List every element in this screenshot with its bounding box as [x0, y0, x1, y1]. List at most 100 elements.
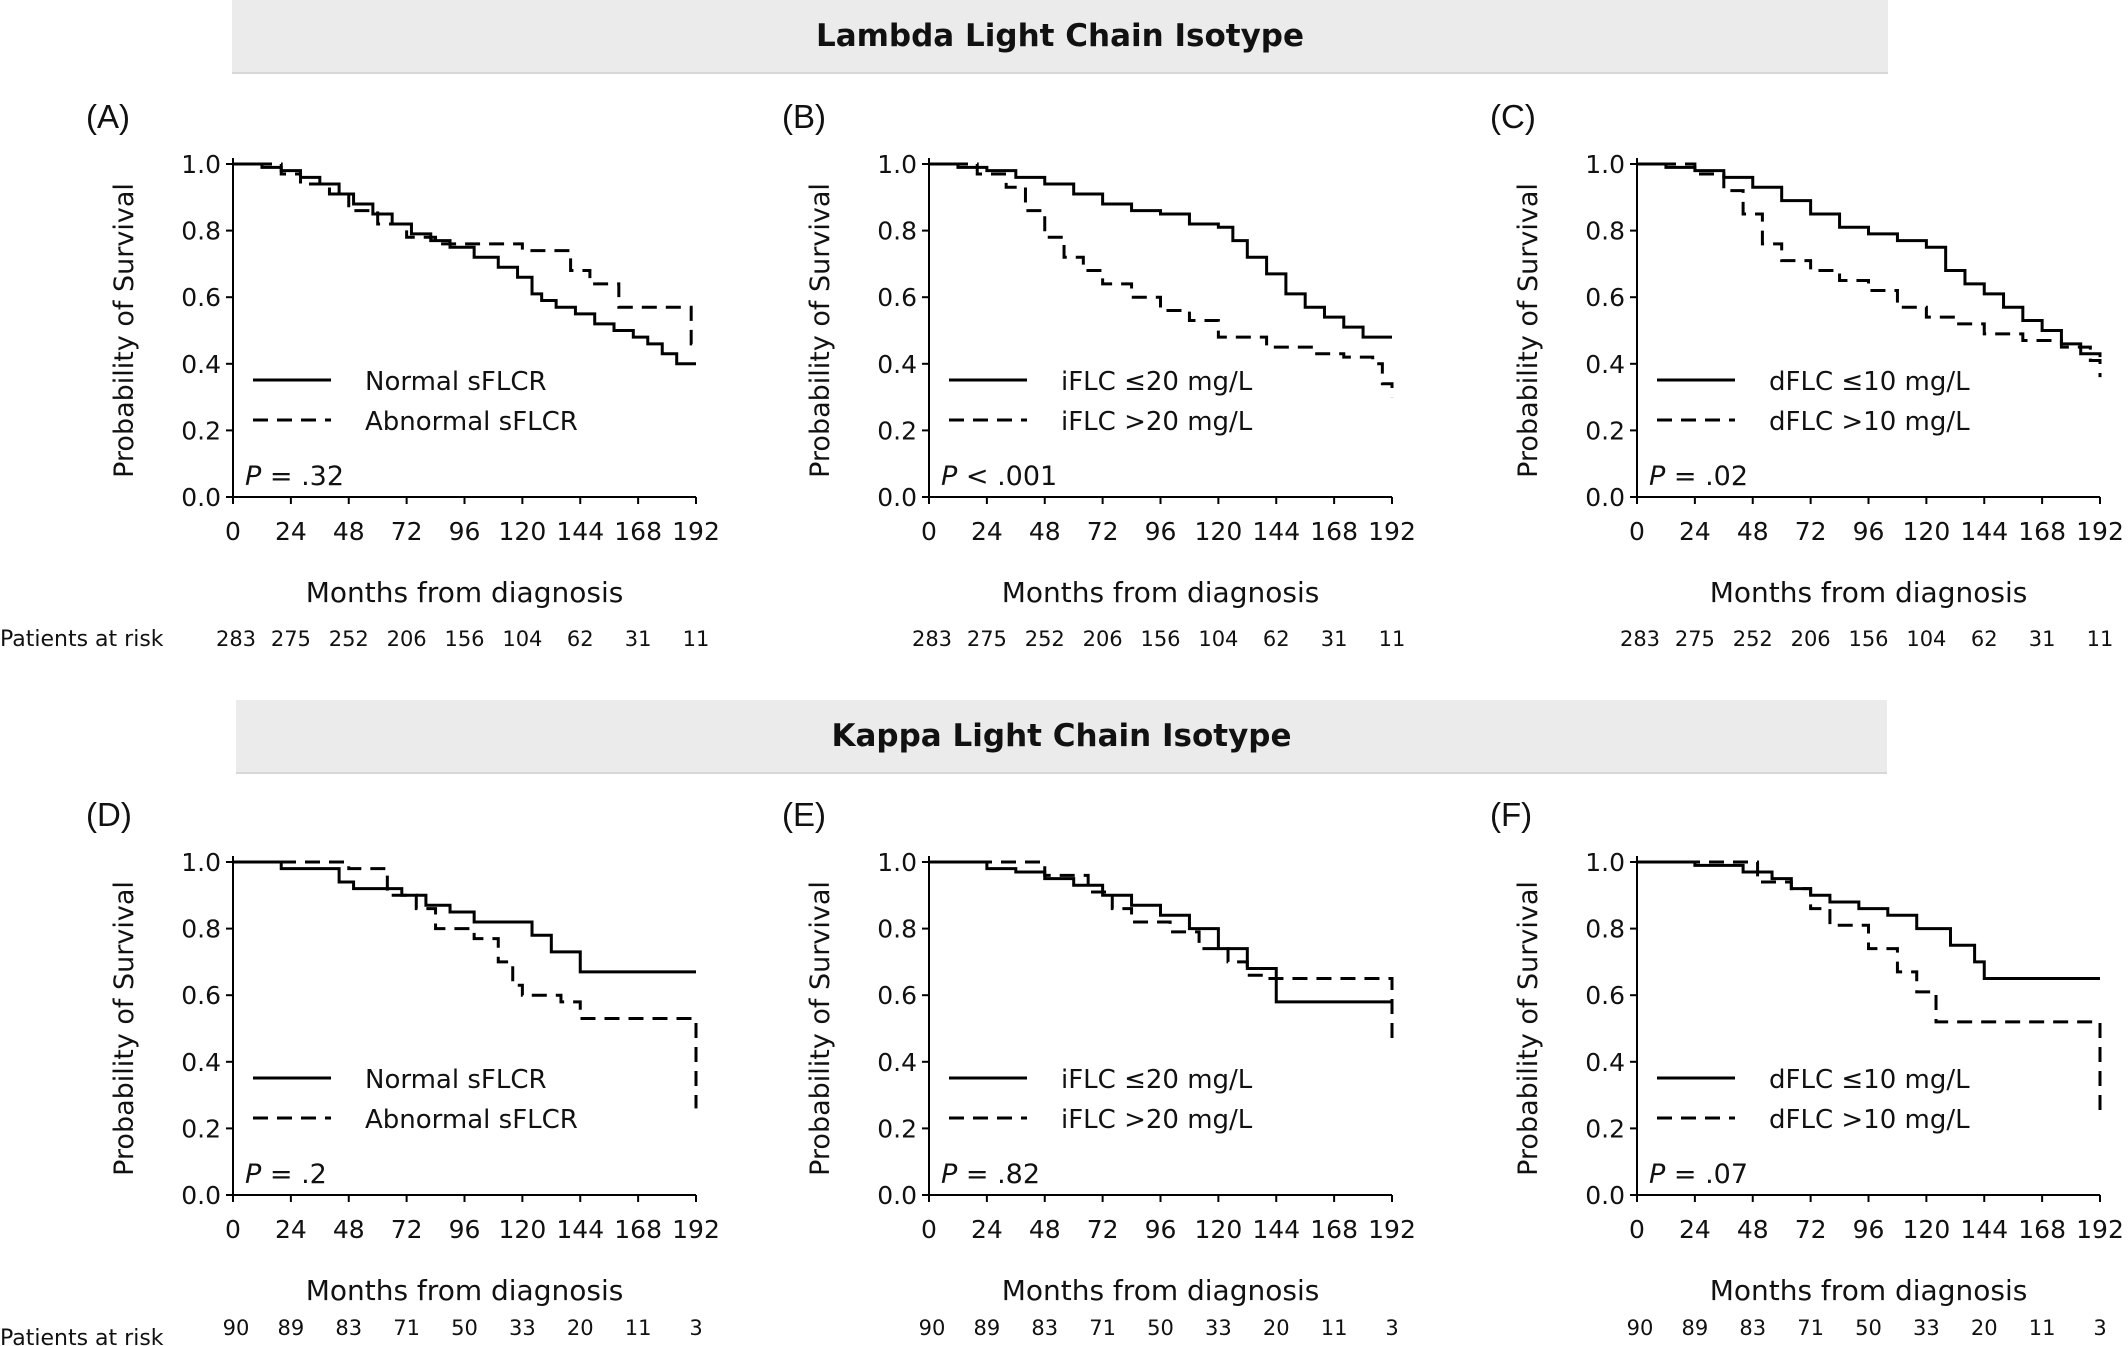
series-line-dashed — [233, 860, 698, 1109]
series-line-solid — [1637, 860, 2100, 981]
x-tick-label: 48 — [333, 1215, 365, 1244]
risk-count: 50 — [1147, 1316, 1174, 1340]
risk-count: 3 — [2093, 1316, 2106, 1340]
risk-count: 31 — [2029, 627, 2056, 651]
legend-label: iFLC >20 mg/L — [1061, 407, 1253, 437]
x-tick-label: 0 — [921, 517, 937, 546]
series-line-dashed — [233, 162, 696, 346]
series-line-dashed — [929, 860, 1394, 1046]
risk-count: 283 — [1620, 627, 1660, 651]
risk-count: 83 — [1031, 1316, 1058, 1340]
y-axis-title: Probability of Survival — [109, 881, 140, 1176]
x-tick-label: 48 — [1737, 1215, 1769, 1244]
x-tick-label: 144 — [1252, 1215, 1300, 1244]
risk-count: 20 — [567, 1316, 594, 1340]
legend-label: Abnormal sFLCR — [365, 407, 578, 437]
x-axis-title: Months from diagnosis — [1002, 576, 1320, 609]
risk-count: 62 — [1971, 627, 1998, 651]
risk-count: 252 — [1025, 627, 1065, 651]
x-tick-label: 144 — [556, 517, 604, 546]
x-tick-label: 168 — [1310, 1215, 1358, 1244]
p-value: P = .32 — [245, 461, 344, 492]
panel-letter: (E) — [782, 796, 826, 833]
y-axis-title: Probability of Survival — [1513, 183, 1544, 478]
y-tick-label: 1.0 — [181, 848, 221, 877]
y-tick-label: 0.2 — [1585, 416, 1625, 445]
series-line-dashed — [1637, 860, 2102, 1112]
risk-count: 83 — [335, 1316, 362, 1340]
y-tick-label: 0.6 — [1585, 981, 1625, 1010]
y-tick-label: 0.4 — [1585, 350, 1625, 379]
legend-label: iFLC >20 mg/L — [1061, 1105, 1253, 1135]
x-tick-label: 48 — [333, 517, 365, 546]
y-tick-label: 1.0 — [877, 848, 917, 877]
y-tick-label: 0.4 — [1585, 1048, 1625, 1077]
x-tick-label: 120 — [1195, 517, 1243, 546]
x-axis-title: Months from diagnosis — [1710, 576, 2028, 609]
risk-count: 71 — [393, 1316, 420, 1340]
y-tick-label: 0.2 — [877, 1114, 917, 1143]
risk-count: 50 — [1855, 1316, 1882, 1340]
panel-b: (B) Probability of Survival 0.0 0.2 0.4 0.6 0.… — [782, 98, 1416, 651]
x-axis-title: Months from diagnosis — [1710, 1274, 2028, 1307]
risk-count: 31 — [1321, 627, 1348, 651]
x-tick-label: 96 — [449, 517, 481, 546]
risk-count: 71 — [1089, 1316, 1116, 1340]
risk-count: 89 — [278, 1316, 305, 1340]
x-axis-title: Months from diagnosis — [1002, 1274, 1320, 1307]
p-value: P < .001 — [941, 461, 1057, 492]
x-tick-label: 24 — [971, 1215, 1003, 1244]
y-tick-label: 1.0 — [1585, 150, 1625, 179]
series-line-solid — [233, 162, 696, 366]
y-tick-label: 0.0 — [1585, 483, 1625, 512]
risk-count: 275 — [1675, 627, 1715, 651]
y-tick-label: 0.6 — [1585, 283, 1625, 312]
x-tick-label: 48 — [1029, 517, 1061, 546]
x-tick-label: 24 — [1679, 1215, 1711, 1244]
risk-count: 89 — [1682, 1316, 1709, 1340]
risk-count: 252 — [329, 627, 369, 651]
panel-f: (F) Probability of Survival 0.0 0.2 0.4 0.6 0.… — [1490, 796, 2124, 1340]
y-tick-label: 0.0 — [877, 1181, 917, 1210]
y-tick-label: 0.6 — [877, 283, 917, 312]
x-tick-label: 168 — [2018, 1215, 2066, 1244]
x-tick-label: 72 — [1087, 1215, 1119, 1244]
risk-count: 62 — [567, 627, 594, 651]
x-tick-label: 168 — [614, 517, 662, 546]
x-tick-label: 192 — [1368, 1215, 1416, 1244]
risk-count: 31 — [625, 627, 652, 651]
x-tick-label: 168 — [2018, 517, 2066, 546]
risk-count: 206 — [387, 627, 427, 651]
x-tick-label: 48 — [1029, 1215, 1061, 1244]
legend-label: dFLC >10 mg/L — [1769, 407, 1970, 437]
y-tick-label: 0.4 — [877, 350, 917, 379]
y-tick-label: 0.2 — [181, 416, 221, 445]
legend-label: iFLC ≤20 mg/L — [1061, 1065, 1253, 1095]
risk-count: 11 — [1321, 1316, 1348, 1340]
series-line-solid — [929, 162, 1392, 339]
x-axis-title: Months from diagnosis — [306, 1274, 624, 1307]
risk-count: 156 — [1140, 627, 1180, 651]
x-tick-label: 192 — [1368, 517, 1416, 546]
risk-count: 11 — [2029, 1316, 2056, 1340]
x-tick-label: 72 — [1087, 517, 1119, 546]
panel-a: (A) Probability of Survival 0.0 0.2 0.4 0.6 0.… — [86, 98, 720, 651]
y-tick-label: 0.8 — [181, 915, 221, 944]
banner-kappa: Kappa Light Chain Isotype — [236, 700, 1887, 774]
risk-count: 20 — [1971, 1316, 1998, 1340]
x-tick-label: 24 — [275, 1215, 307, 1244]
risk-count: 206 — [1083, 627, 1123, 651]
x-tick-label: 72 — [391, 517, 423, 546]
panel-d: (D) Probability of Survival 0.0 0.2 0.4 0.6 0.… — [86, 796, 720, 1340]
y-tick-label: 1.0 — [877, 150, 917, 179]
risk-count: 90 — [919, 1316, 946, 1340]
x-tick-label: 0 — [1629, 517, 1645, 546]
legend-label: dFLC ≤10 mg/L — [1769, 367, 1970, 397]
panel-letter: (B) — [782, 98, 826, 135]
x-tick-label: 48 — [1737, 517, 1769, 546]
x-tick-label: 24 — [1679, 517, 1711, 546]
y-tick-label: 0.8 — [1585, 217, 1625, 246]
p-value: P = .07 — [1649, 1159, 1748, 1190]
legend-label: iFLC ≤20 mg/L — [1061, 367, 1253, 397]
x-tick-label: 24 — [971, 517, 1003, 546]
